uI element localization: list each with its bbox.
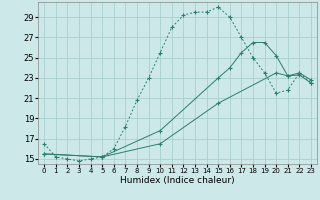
X-axis label: Humidex (Indice chaleur): Humidex (Indice chaleur) bbox=[120, 176, 235, 185]
